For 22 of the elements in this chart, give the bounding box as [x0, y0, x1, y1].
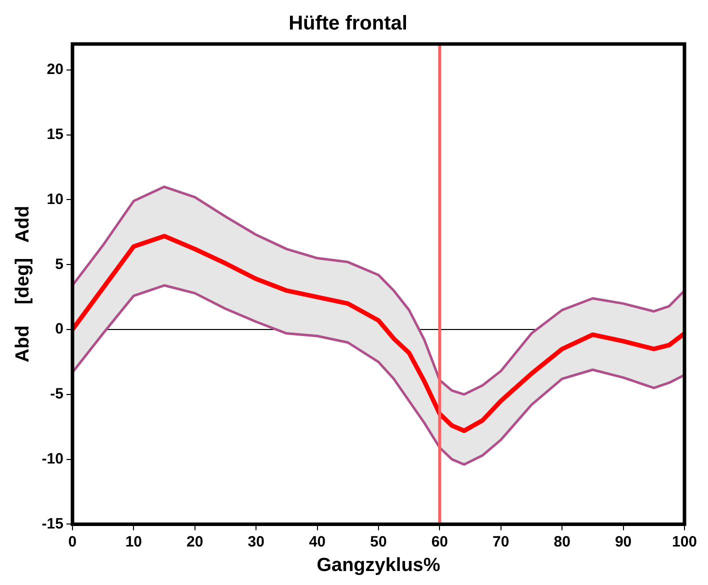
y-tick-label: 10 [46, 190, 64, 208]
x-tick-label: 30 [248, 533, 264, 550]
x-tick-label: 70 [492, 533, 510, 550]
x-tick-label: 10 [125, 533, 142, 550]
x-tick-label: 90 [614, 533, 632, 550]
x-axis-title: Gangzyklus% [316, 554, 440, 576]
y-tick-label: -5 [50, 386, 64, 403]
y-tick-label: 5 [55, 256, 64, 273]
x-tick-label: 100 [672, 533, 697, 550]
x-tick-label: 40 [308, 533, 326, 550]
x-tick-label: 80 [554, 533, 570, 550]
y-axis-title: Abd [deg] Add [12, 206, 34, 362]
y-tick-label: 15 [46, 126, 64, 143]
y-tick-label: -10 [42, 450, 64, 468]
x-tick-label: 50 [370, 533, 387, 550]
y-tick-label: 20 [46, 61, 64, 78]
y-tick-label: 0 [55, 320, 64, 338]
x-tick-label: 20 [186, 533, 204, 550]
chart-title: Hüfte frontal [288, 12, 408, 35]
x-tick-label: 0 [68, 533, 77, 550]
x-tick-label: 60 [431, 533, 448, 550]
y-tick-label: -15 [42, 515, 64, 532]
